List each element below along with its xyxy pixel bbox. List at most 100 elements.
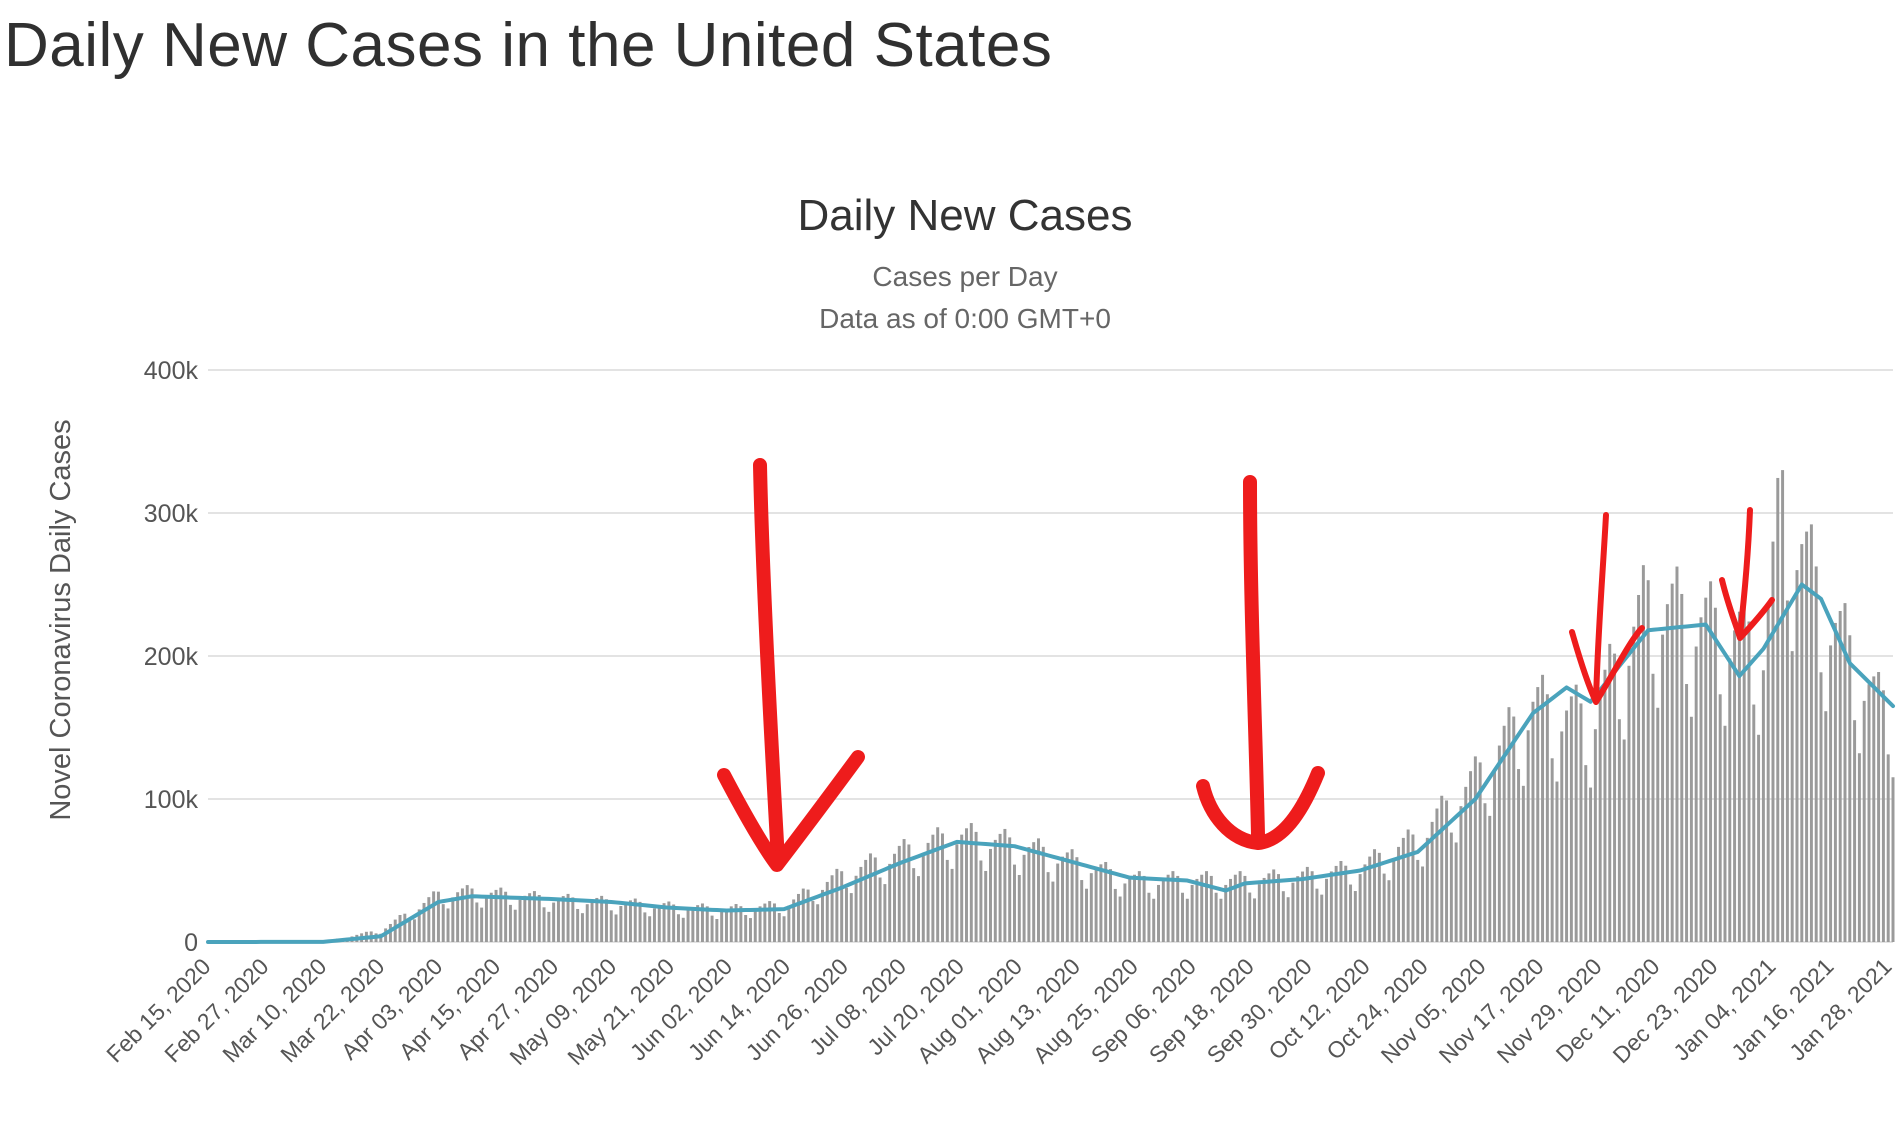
daily-case-bar [441, 904, 445, 942]
daily-case-bar [432, 891, 436, 942]
daily-case-bar [1757, 734, 1761, 942]
daily-case-bar [1171, 871, 1175, 942]
daily-case-bar [1065, 852, 1069, 942]
daily-case-bar [1483, 803, 1487, 942]
daily-case-bar [1397, 846, 1401, 942]
daily-case-bar [1344, 865, 1348, 942]
daily-case-bar [744, 915, 748, 942]
daily-case-bar [1589, 787, 1593, 942]
daily-case-bar [801, 888, 805, 942]
daily-case-bar [1334, 865, 1338, 942]
daily-case-bar [705, 906, 709, 942]
daily-case-bar [941, 833, 944, 942]
annotation-arrow-3 [1593, 512, 1609, 703]
daily-case-bar [1435, 808, 1439, 942]
daily-case-bar [1099, 864, 1103, 942]
daily-case-bar [523, 895, 527, 942]
daily-case-bar [648, 916, 652, 942]
daily-case-bar [1219, 898, 1223, 942]
daily-case-bar [936, 827, 940, 942]
daily-case-bar [1440, 795, 1444, 942]
y-tick-label: 400k [144, 357, 199, 385]
daily-case-bar [499, 887, 503, 942]
daily-case-bar [1593, 729, 1597, 942]
daily-case-bar [998, 833, 1002, 942]
daily-case-bar [456, 892, 460, 942]
y-axis-label: Novel Coronavirus Daily Cases [45, 419, 77, 820]
daily-case-bar [412, 919, 416, 942]
daily-case-bar [1488, 815, 1492, 942]
daily-case-bar [600, 895, 604, 942]
y-tick-label: 300k [144, 500, 199, 528]
daily-case-bar [835, 868, 839, 942]
daily-case-bar [451, 897, 455, 942]
daily-case-bar [820, 889, 824, 942]
daily-case-bar [945, 859, 949, 942]
daily-case-bar [893, 853, 896, 942]
daily-case-bar [816, 904, 820, 942]
daily-case-bar [1329, 871, 1333, 942]
daily-case-bar [1603, 669, 1607, 942]
daily-case-bar [1493, 769, 1497, 942]
daily-case-bar [1737, 611, 1741, 942]
daily-case-bar [979, 860, 983, 942]
daily-case-bar [1080, 880, 1084, 942]
daily-case-bar [1185, 898, 1189, 942]
daily-case-bar [1670, 583, 1674, 942]
daily-case-bar [1517, 769, 1521, 942]
daily-case-bar [1824, 711, 1828, 942]
daily-case-bar [1584, 765, 1588, 942]
daily-case-bar [1886, 754, 1890, 942]
daily-case-bar [796, 893, 800, 942]
x-tick-label: Jan 28, 2021 [1784, 953, 1896, 1065]
daily-case-bar [1325, 878, 1329, 942]
y-tick-label: 200k [144, 643, 199, 671]
daily-case-bar [614, 914, 618, 942]
daily-case-bar [989, 848, 992, 942]
daily-case-bar [1281, 891, 1285, 942]
daily-case-bar [576, 908, 580, 942]
daily-case-bar [1728, 658, 1732, 942]
daily-case-bar [547, 911, 551, 942]
daily-case-bar [1243, 875, 1247, 942]
daily-case-bar [787, 905, 791, 942]
daily-case-bar [1555, 781, 1559, 942]
daily-case-bar [1574, 684, 1578, 942]
daily-case-bar [1339, 861, 1343, 942]
daily-case-bar [638, 901, 642, 942]
daily-case-bar [1181, 892, 1184, 942]
daily-case-bar [1651, 673, 1655, 942]
daily-case-bar [1368, 856, 1372, 942]
daily-case-bar [393, 919, 397, 942]
daily-case-bar [1502, 725, 1506, 942]
daily-case-bar [955, 844, 959, 942]
daily-case-bar [1704, 597, 1708, 942]
daily-case-bar [1257, 884, 1261, 942]
daily-case-bar [460, 888, 464, 942]
daily-case-bar [724, 908, 728, 942]
daily-case-bar [1123, 883, 1127, 942]
daily-case-bar [398, 915, 402, 942]
daily-case-bar [969, 823, 973, 942]
daily-case-bar [1872, 676, 1876, 942]
daily-case-bar [763, 903, 767, 942]
daily-case-bar [1560, 731, 1564, 942]
annotation-arrow-3-head [1569, 625, 1645, 705]
daily-case-bar [1449, 832, 1453, 942]
daily-case-bar [1195, 878, 1199, 942]
daily-case-bar [1843, 603, 1847, 942]
daily-case-bar [1632, 626, 1636, 942]
daily-case-bar [854, 875, 858, 942]
y-tick-label: 100k [144, 786, 199, 814]
daily-case-bar [1022, 854, 1026, 942]
daily-case-bar [792, 899, 796, 942]
daily-case-bar [1785, 600, 1789, 942]
daily-case-bar [921, 853, 925, 942]
daily-case-bar [489, 892, 493, 942]
daily-case-bar [585, 904, 589, 942]
daily-case-bar [1008, 837, 1012, 942]
daily-case-bar [859, 866, 863, 942]
daily-case-bar [1051, 881, 1055, 942]
daily-case-bar [1790, 651, 1794, 942]
daily-case-bar [403, 913, 407, 942]
